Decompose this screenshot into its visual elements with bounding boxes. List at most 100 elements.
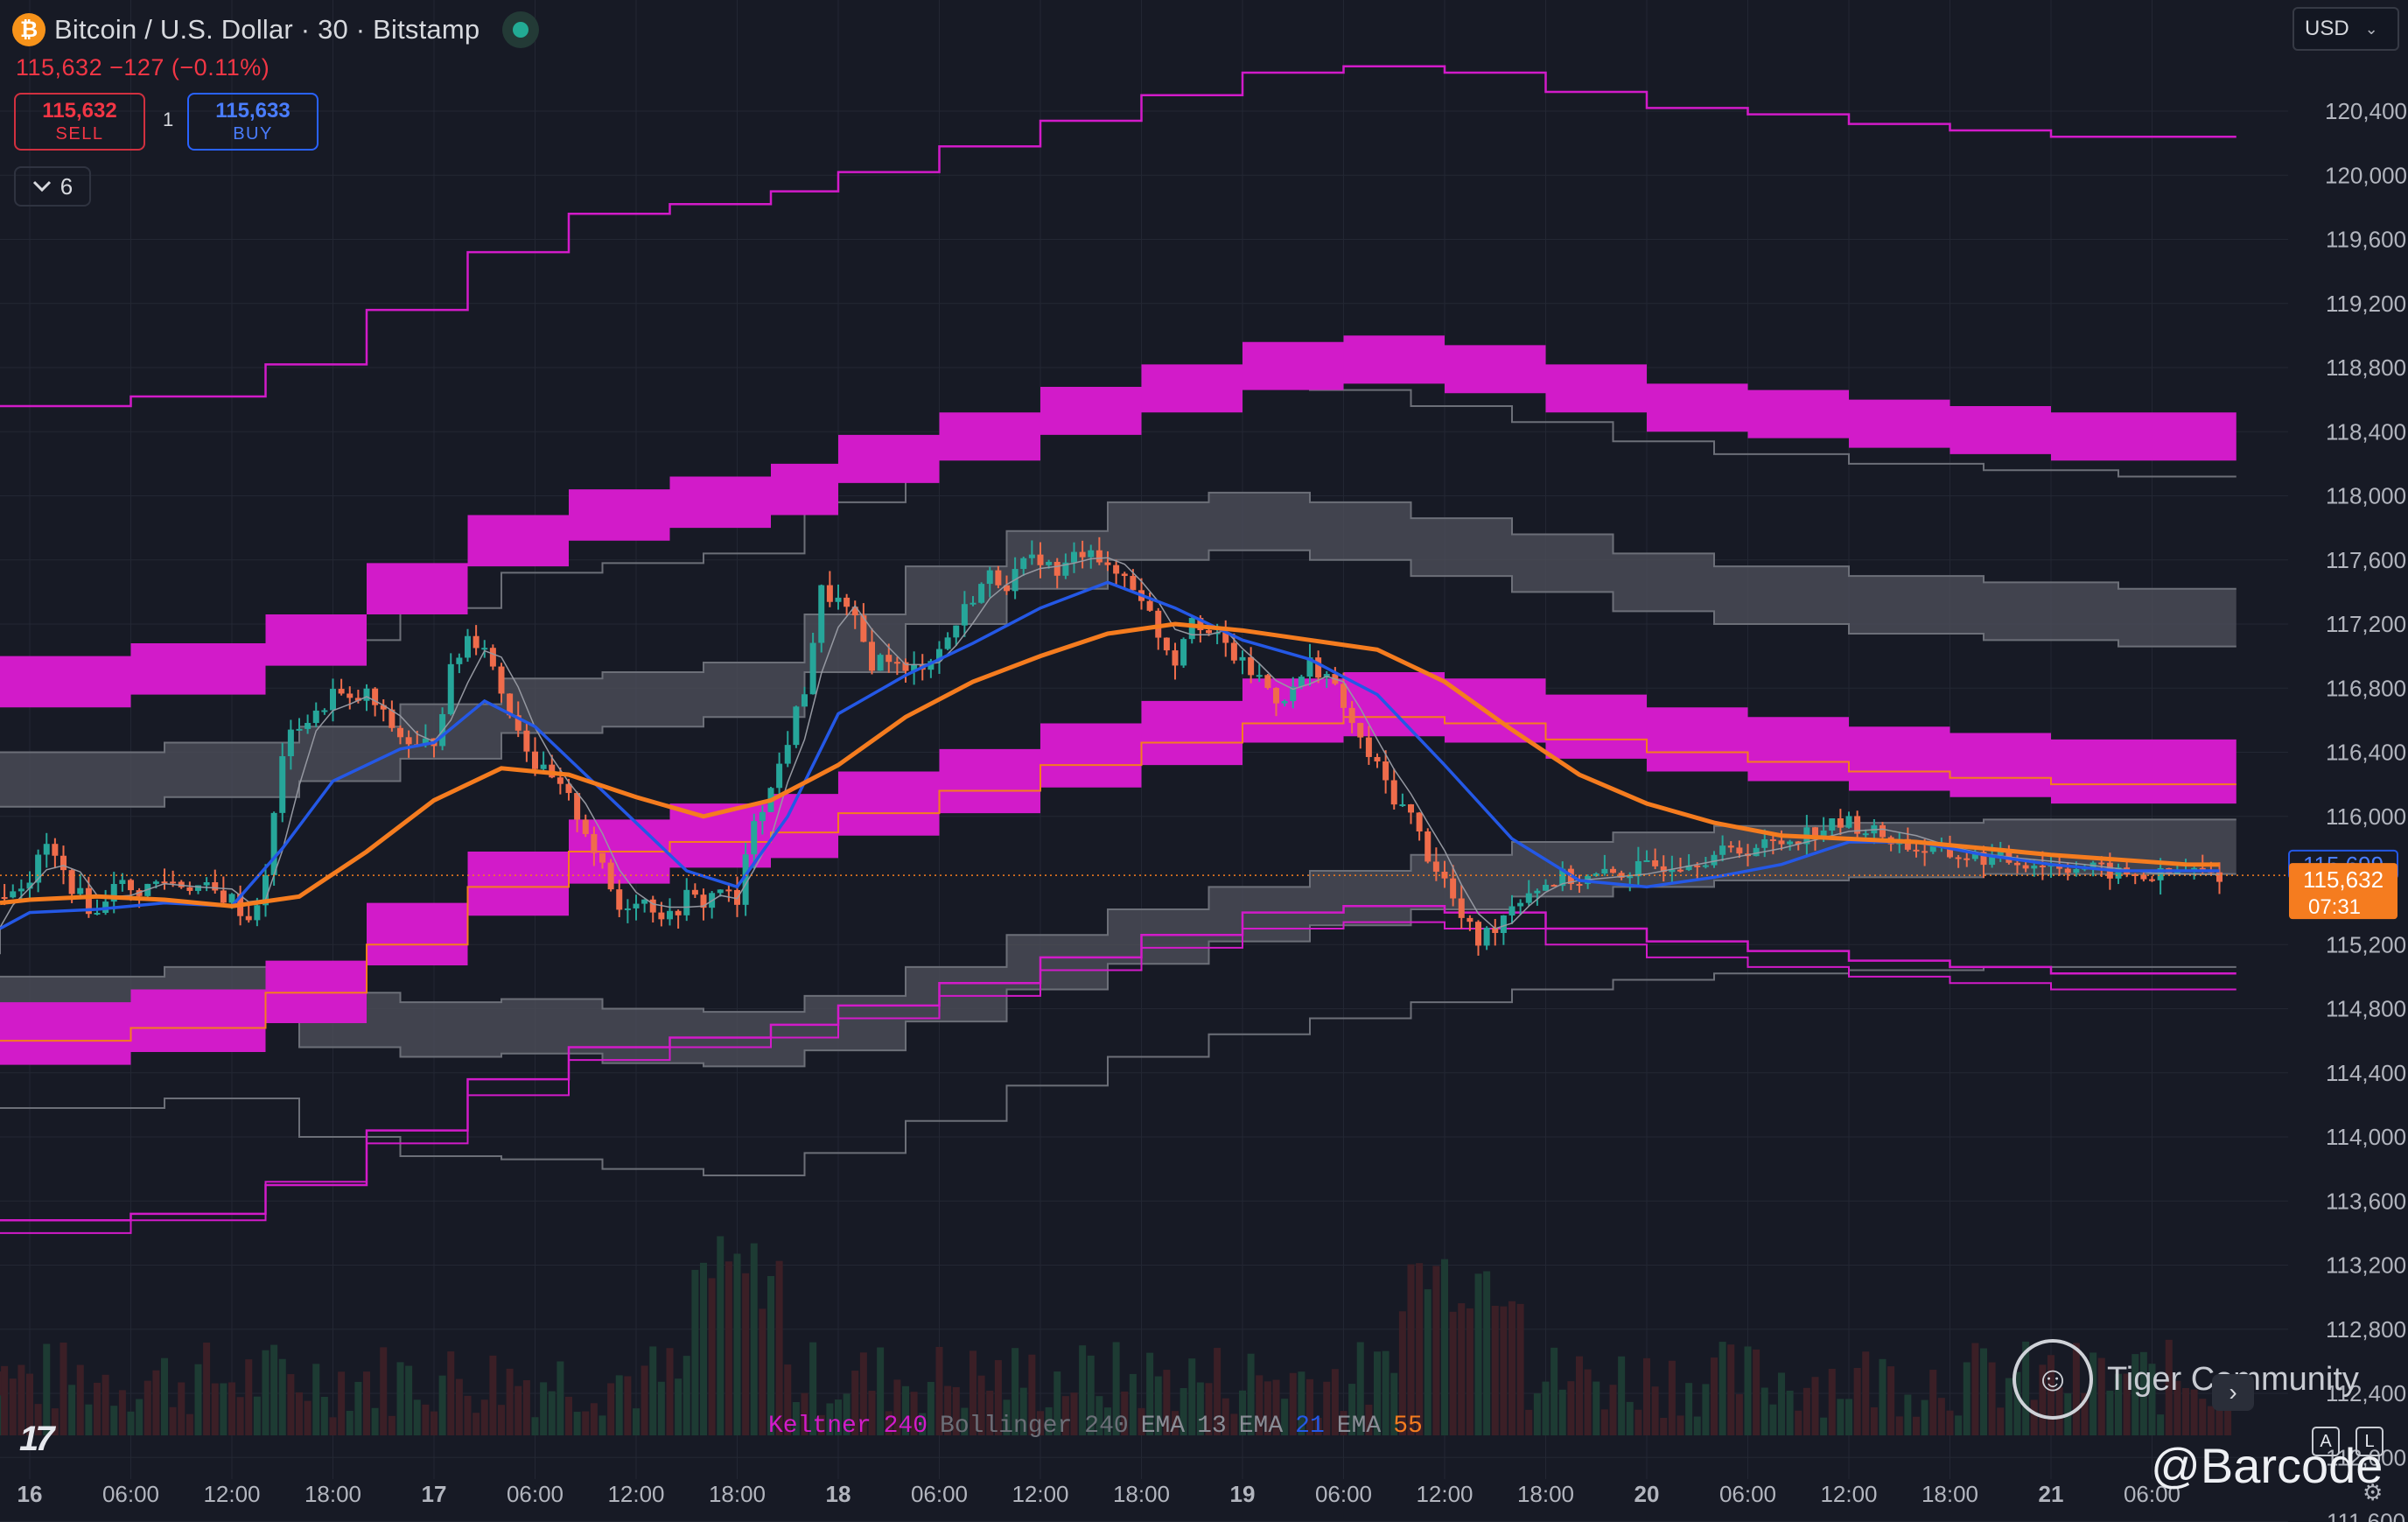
currency-select[interactable]: USD ⌄	[2292, 7, 2399, 51]
volume-bar	[598, 1415, 606, 1435]
volume-bar	[666, 1348, 674, 1435]
volume-bar	[717, 1236, 724, 1435]
volume-bar	[1323, 1381, 1331, 1435]
candle-body	[944, 637, 951, 649]
candle-body	[405, 737, 412, 745]
symbol-title[interactable]: Bitcoin / U.S. Dollar · 30 · Bitstamp	[54, 14, 480, 45]
price-tick-label: 119,200	[2326, 291, 2406, 317]
indicators-toggle-button[interactable]: 6	[14, 166, 91, 207]
sell-button[interactable]: 115,632 SELL	[14, 93, 145, 151]
candle-body	[380, 705, 387, 710]
candle-body	[388, 709, 396, 728]
candle-body	[1, 897, 8, 900]
candle-body	[220, 890, 227, 903]
log-scale-button[interactable]: L	[2356, 1427, 2384, 1456]
candle-body	[1795, 841, 1802, 845]
price-tick-label: 118,800	[2326, 354, 2406, 381]
candle-body	[1365, 737, 1372, 757]
auto-scale-button[interactable]: A	[2312, 1427, 2340, 1456]
volume-bar	[1660, 1417, 1668, 1435]
volume-bar	[1997, 1407, 2005, 1435]
candle-body	[1997, 851, 2004, 856]
candle-body	[1727, 845, 1734, 848]
volume-bar	[1087, 1355, 1095, 1435]
time-tick-label: 18:00	[1113, 1481, 1170, 1507]
candle-body	[1121, 573, 1128, 577]
volume-bar	[1862, 1351, 1870, 1435]
volume-bar	[2207, 1406, 2215, 1435]
volume-bar	[2174, 1380, 2181, 1435]
volume-bar	[346, 1410, 354, 1435]
candle-body	[1989, 855, 1996, 866]
price-tick-label: 112,400	[2326, 1380, 2406, 1406]
candle-body	[1466, 917, 1474, 922]
volume-bar	[1567, 1381, 1575, 1435]
candle-body	[1062, 562, 1069, 576]
volume-bar	[2123, 1373, 2131, 1435]
candle-body	[481, 648, 488, 650]
candle-body	[793, 706, 800, 746]
candle-body	[94, 912, 101, 915]
tiger-icon: ☺	[2012, 1339, 2093, 1420]
candle-body	[556, 777, 564, 784]
volume-bar	[1753, 1349, 1760, 1435]
candle-body	[472, 635, 480, 649]
candle-body	[1694, 865, 1701, 867]
volume-bar	[675, 1378, 682, 1435]
keltner-upper-band	[0, 335, 2236, 708]
indicator-count: 6	[60, 172, 74, 200]
time-tick-label: 18:00	[709, 1481, 766, 1507]
buy-button[interactable]: 115,633 BUY	[187, 93, 318, 151]
candle-body	[1837, 817, 1844, 828]
candle-body	[624, 908, 631, 910]
candle-body	[152, 881, 159, 884]
candle-body	[1753, 847, 1760, 857]
candle-body	[354, 698, 361, 701]
time-axis[interactable]: 8:001606:0012:0018:001706:0012:0018:0018…	[0, 1481, 2181, 1507]
volume-bar	[489, 1355, 497, 1435]
scroll-to-realtime-button[interactable]: ›	[2212, 1374, 2254, 1411]
candle-body	[77, 887, 84, 894]
candle-body	[1660, 866, 1667, 873]
candle-body	[1913, 849, 1920, 852]
volume-bar	[472, 1413, 480, 1435]
volume-bar	[1718, 1342, 1726, 1435]
candle-body	[128, 880, 134, 891]
volume-bar	[2090, 1352, 2097, 1435]
candle-body	[2132, 873, 2138, 876]
volume-bar	[1239, 1390, 1246, 1435]
last-price-label: 115,632	[2303, 866, 2384, 893]
market-status-icon[interactable]	[502, 11, 540, 48]
candle-body	[616, 889, 623, 910]
volume-bar	[1054, 1371, 1061, 1435]
time-tick-label: 20	[1634, 1481, 1660, 1507]
candle-body	[818, 585, 825, 643]
keltner-mid-upper-line	[0, 716, 2236, 1042]
volume-bar	[531, 1417, 539, 1435]
volume-bar	[1230, 1413, 1238, 1435]
candle-body	[1922, 851, 1928, 853]
candle-body	[641, 899, 648, 904]
candle-body	[2115, 867, 2122, 879]
sell-label: SELL	[55, 124, 104, 144]
candle-body	[1424, 831, 1432, 862]
tradingview-logo[interactable]: 17	[19, 1420, 54, 1458]
symbol-header[interactable]: ₿ Bitcoin / U.S. Dollar · 30 · Bitstamp	[12, 11, 540, 49]
indicator-legend[interactable]: Keltner 240 Bollinger 240 EMA 13 EMA 21 EMA 55	[768, 1413, 1423, 1440]
candle-body	[1230, 642, 1237, 661]
volume-bar	[245, 1359, 253, 1435]
volume-bar	[1550, 1347, 1558, 1435]
candle-body	[1382, 761, 1390, 781]
price-axis[interactable]: 120,400 120,000 119,600 119,200 118,800 118,4…	[2288, 98, 2407, 1522]
volume-bar	[430, 1411, 438, 1435]
candle-body	[675, 910, 682, 915]
candle-body	[110, 884, 117, 902]
volume-bar	[633, 1408, 640, 1435]
price-tick-label: 111,600	[2327, 1509, 2405, 1522]
volume-bar	[590, 1403, 598, 1435]
volume-bar	[262, 1350, 270, 1435]
candle-body	[1079, 551, 1086, 558]
volume-bar	[9, 1378, 17, 1435]
settings-icon[interactable]: ⚙	[2362, 1479, 2384, 1505]
